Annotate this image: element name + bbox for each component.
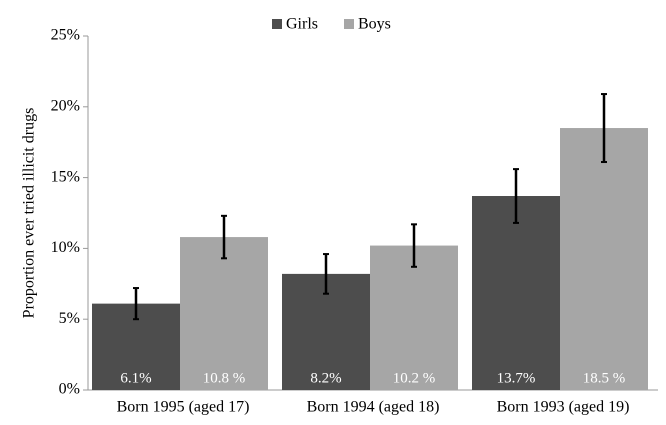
data-label: 10.8 % bbox=[203, 370, 246, 386]
y-tick-label: 0% bbox=[59, 381, 80, 398]
y-tick-label: 20% bbox=[51, 97, 80, 114]
bar bbox=[370, 245, 458, 390]
y-tick-label: 15% bbox=[51, 168, 80, 185]
data-label: 13.7% bbox=[497, 370, 536, 386]
y-axis-label: Proportion ever tried illicit drugs bbox=[21, 108, 38, 319]
data-label: 6.1% bbox=[120, 370, 151, 386]
data-label: 18.5 % bbox=[583, 370, 626, 386]
bar bbox=[180, 237, 268, 390]
x-tick-label: Born 1993 (aged 19) bbox=[497, 399, 630, 416]
data-label: 8.2% bbox=[310, 370, 341, 386]
legend-label: Boys bbox=[358, 16, 391, 33]
y-tick-label: 10% bbox=[51, 239, 80, 256]
legend-label: Girls bbox=[286, 16, 318, 33]
x-tick-label: Born 1995 (aged 17) bbox=[117, 399, 250, 416]
x-tick-label: Born 1994 (aged 18) bbox=[307, 399, 440, 416]
legend-swatch bbox=[272, 19, 282, 29]
y-tick-label: 25% bbox=[51, 27, 80, 44]
y-tick-label: 5% bbox=[59, 310, 80, 327]
data-label: 10.2 % bbox=[393, 370, 436, 386]
bar bbox=[472, 196, 560, 390]
bar bbox=[560, 128, 648, 391]
legend-swatch bbox=[344, 19, 354, 29]
